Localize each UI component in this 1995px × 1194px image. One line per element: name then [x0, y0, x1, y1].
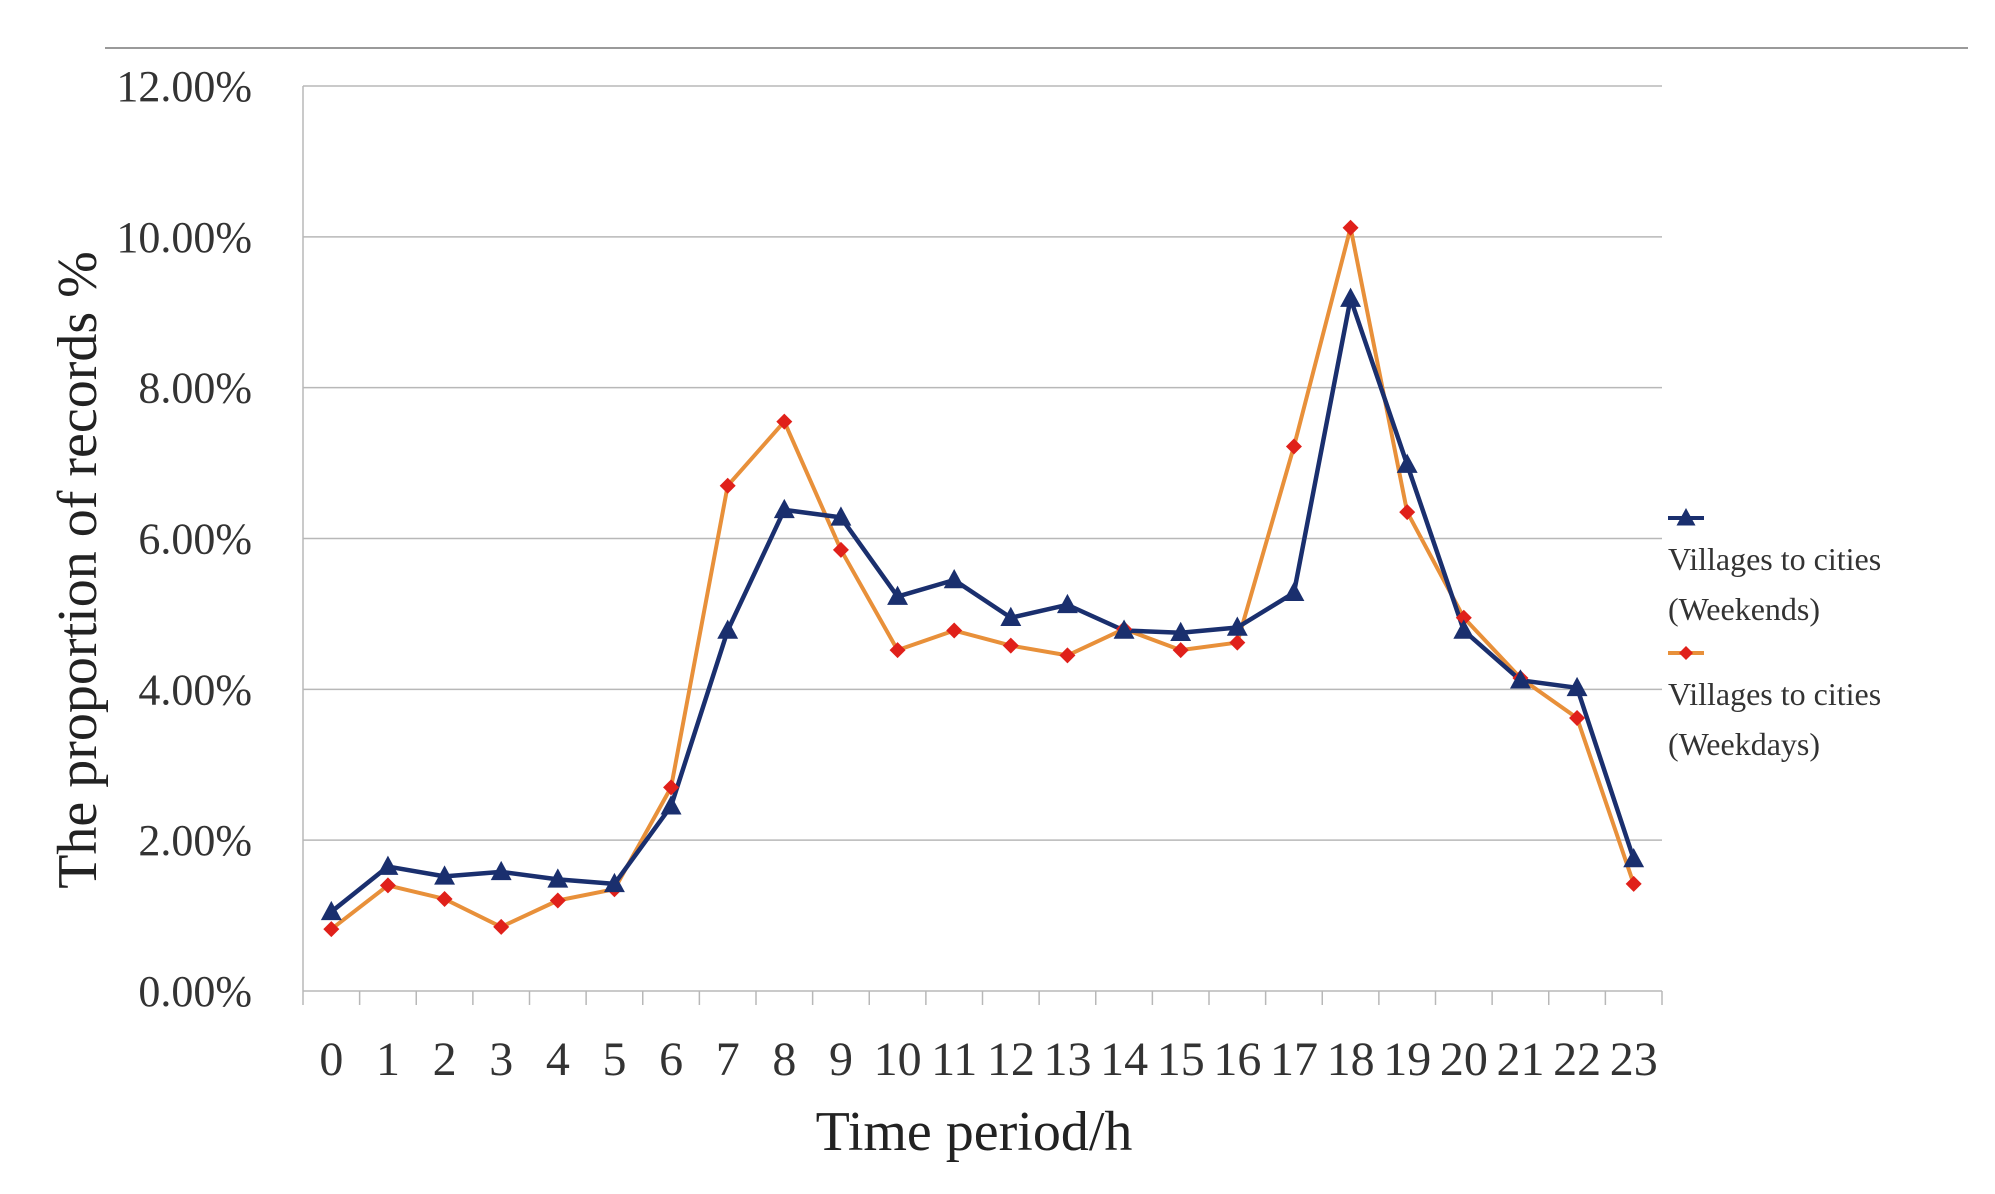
y-axis-label: The proportion of records %: [47, 251, 109, 889]
x-tick-label: 1: [376, 1033, 400, 1086]
y-tick-label: 10.00%: [116, 213, 252, 262]
data-point-weekdays: [323, 921, 340, 938]
data-point-weekends: [1056, 593, 1078, 614]
x-tick-label: 10: [874, 1033, 922, 1086]
data-point-weekdays: [832, 541, 849, 558]
y-tick-label: 4.00%: [138, 665, 252, 714]
data-point-weekdays: [1342, 219, 1359, 236]
x-tick-label: 21: [1496, 1033, 1544, 1086]
data-point-weekends: [434, 865, 456, 885]
legend-marker-diamond: [1679, 646, 1693, 660]
y-tick-label: 6.00%: [138, 515, 252, 564]
x-tick-label: 4: [546, 1033, 570, 1086]
x-tick-label: 6: [659, 1033, 683, 1086]
data-point-weekends: [1226, 616, 1248, 636]
data-point-weekdays: [379, 877, 396, 894]
x-tick-label: 18: [1327, 1033, 1375, 1086]
x-tick-label: 16: [1213, 1033, 1261, 1086]
legend-label: Villages to cities: [1668, 676, 1881, 712]
data-point-weekdays: [436, 890, 453, 907]
x-tick-label: 17: [1270, 1033, 1318, 1086]
x-tick-labels: 0 1 2 3 4 5 6 7 8 9 10 11 12 13 14 15 16 17 18 19 20 21 22 23: [319, 1033, 1657, 1086]
data-point-weekends: [830, 506, 852, 526]
data-point-weekdays: [776, 413, 793, 430]
legend-label: (Weekends): [1668, 591, 1820, 627]
data-point-weekends: [943, 568, 965, 589]
legend-marker-triangle: [1676, 508, 1696, 526]
data-point-weekdays: [1569, 709, 1586, 726]
data-point-weekdays: [493, 918, 510, 935]
data-point-weekdays: [663, 779, 680, 796]
series: [320, 219, 1645, 938]
x-tick-label: 5: [602, 1033, 626, 1086]
x-axis-label: Time period/h: [816, 1101, 1133, 1163]
legend: Villages to cities (Weekends) Villages to …: [1668, 508, 1881, 762]
x-tick-label: 9: [829, 1033, 853, 1086]
data-point-weekdays: [1002, 637, 1019, 654]
y-tick-labels: 0.00% 2.00% 4.00% 6.00% 8.00% 10.00% 12.00%: [116, 62, 252, 1016]
data-point-weekdays: [1625, 875, 1642, 892]
x-tick-label: 19: [1383, 1033, 1431, 1086]
data-point-weekends: [1113, 619, 1135, 639]
x-tick-label: 22: [1553, 1033, 1601, 1086]
data-point-weekends: [1566, 676, 1588, 697]
data-point-weekdays: [1059, 647, 1076, 664]
series-line-weekdays: [330, 225, 1636, 931]
data-point-weekends: [1283, 581, 1305, 602]
series-line-weekends: [329, 296, 1636, 914]
data-point-weekends: [1340, 287, 1362, 307]
data-point-weekdays: [549, 892, 566, 909]
x-tick-label: 11: [931, 1033, 977, 1086]
data-point-weekdays: [1172, 642, 1189, 659]
data-point-weekends: [1396, 453, 1418, 473]
data-point-weekdays: [889, 642, 906, 659]
y-tick-label: 12.00%: [116, 62, 252, 111]
data-point-weekends: [320, 900, 342, 921]
data-point-weekends: [547, 868, 569, 888]
data-point-weekdays: [1285, 438, 1302, 455]
data-point-weekends: [1453, 619, 1475, 639]
y-tick-label: 0.00%: [138, 967, 252, 1016]
data-point-weekends: [603, 872, 625, 893]
legend-label: Villages to cities: [1668, 541, 1881, 577]
data-point-weekends: [773, 498, 795, 519]
x-tick-label: 15: [1157, 1033, 1205, 1086]
x-tick-label: 8: [772, 1033, 796, 1086]
x-tick-label: 2: [433, 1033, 457, 1086]
data-point-weekends: [1509, 669, 1531, 689]
x-tick-label: 20: [1440, 1033, 1488, 1086]
x-tick-label: 3: [489, 1033, 513, 1086]
y-tick-label: 8.00%: [138, 364, 252, 413]
y-tick-label: 2.00%: [138, 816, 252, 865]
data-point-weekdays: [1455, 609, 1472, 626]
data-point-weekends: [1000, 606, 1022, 626]
data-point-weekends: [377, 855, 399, 875]
axes: [302, 86, 1663, 1005]
x-tick-label: 14: [1100, 1033, 1148, 1086]
gridlines: [303, 85, 1662, 841]
data-point-weekends: [490, 860, 512, 881]
x-tick-label: 7: [716, 1033, 740, 1086]
data-point-weekdays: [719, 477, 736, 494]
x-tick-label: 23: [1610, 1033, 1658, 1086]
data-point-weekends: [660, 795, 682, 815]
x-tick-label: 0: [319, 1033, 343, 1086]
data-point-weekends: [887, 585, 909, 605]
data-point-weekends: [717, 619, 739, 639]
data-point-weekends: [1170, 621, 1192, 642]
data-point-weekdays: [1399, 504, 1416, 521]
legend-label: (Weekdays): [1668, 726, 1820, 762]
data-point-weekdays: [946, 622, 963, 639]
data-point-weekdays: [1229, 634, 1246, 651]
x-tick-label: 13: [1043, 1033, 1091, 1086]
x-tick-label: 12: [987, 1033, 1035, 1086]
data-point-weekends: [1623, 848, 1645, 868]
